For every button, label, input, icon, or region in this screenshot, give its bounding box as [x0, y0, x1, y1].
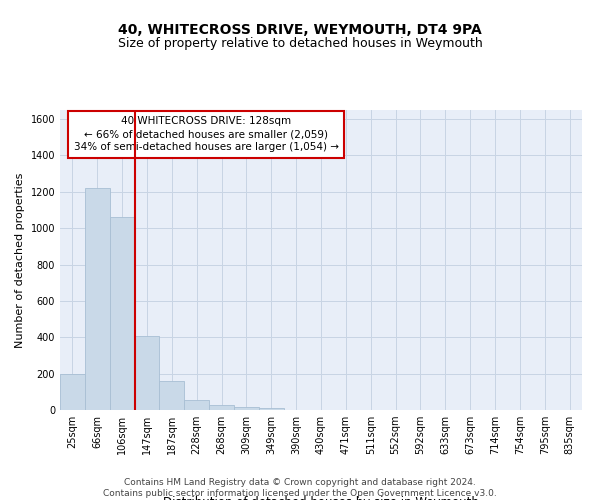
Bar: [259, 408, 284, 410]
Bar: [110, 218, 134, 410]
Text: 40 WHITECROSS DRIVE: 128sqm
← 66% of detached houses are smaller (2,059)
34% of : 40 WHITECROSS DRIVE: 128sqm ← 66% of det…: [74, 116, 338, 152]
Bar: [160, 381, 184, 410]
Bar: [184, 400, 209, 410]
Bar: [85, 188, 110, 410]
X-axis label: Distribution of detached houses by size in Weymouth: Distribution of detached houses by size …: [163, 496, 479, 500]
Text: Size of property relative to detached houses in Weymouth: Size of property relative to detached ho…: [118, 38, 482, 51]
Text: Contains HM Land Registry data © Crown copyright and database right 2024.
Contai: Contains HM Land Registry data © Crown c…: [103, 478, 497, 498]
Bar: [209, 406, 234, 410]
Text: 40, WHITECROSS DRIVE, WEYMOUTH, DT4 9PA: 40, WHITECROSS DRIVE, WEYMOUTH, DT4 9PA: [118, 22, 482, 36]
Bar: [60, 374, 85, 410]
Bar: [234, 408, 259, 410]
Y-axis label: Number of detached properties: Number of detached properties: [15, 172, 25, 348]
Bar: [134, 336, 160, 410]
